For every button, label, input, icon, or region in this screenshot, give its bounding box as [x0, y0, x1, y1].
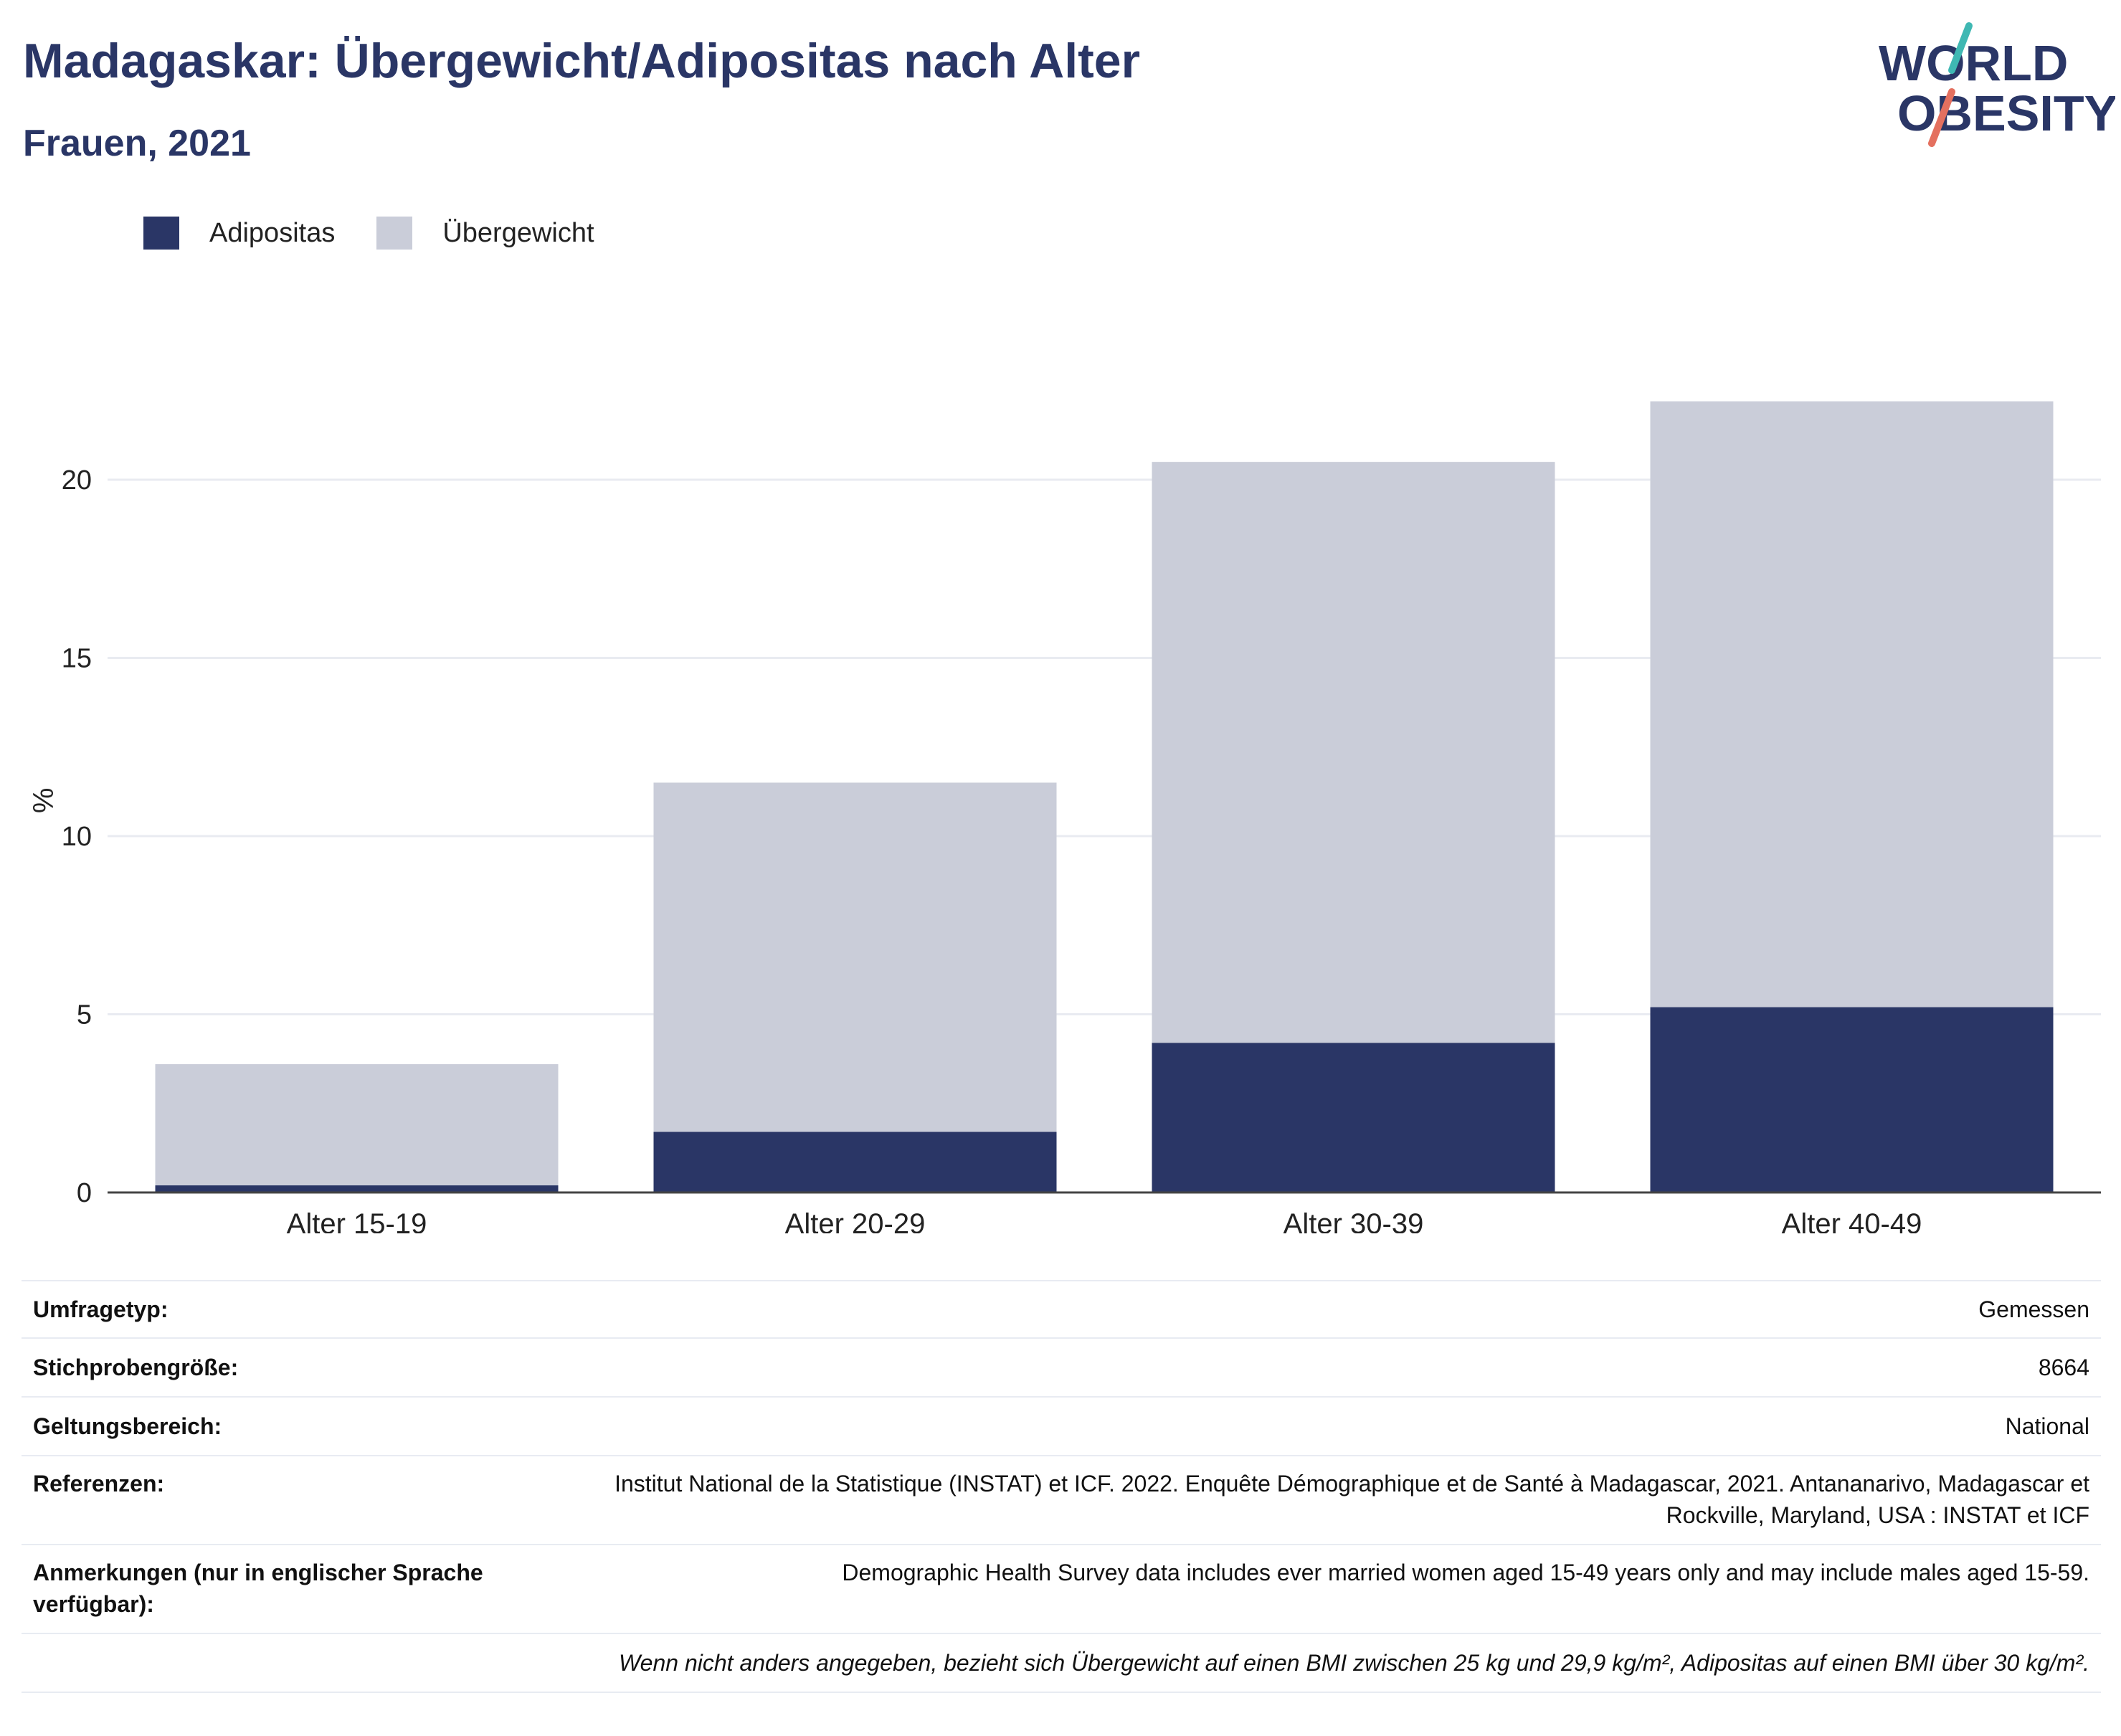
x-tick-label: Alter 30-39	[1283, 1208, 1424, 1233]
y-tick-label: 15	[62, 644, 92, 674]
meta-row-scope: Geltungsbereich: National	[22, 1398, 2101, 1456]
chart-title: Madagaskar: Übergewicht/Adipositas nach …	[23, 34, 1141, 88]
y-tick-label: 5	[77, 1000, 92, 1030]
logo-slash-lower	[1928, 88, 1955, 147]
meta-row-references: Referenzen: Institut National de la Stat…	[22, 1456, 2101, 1545]
meta-value-survey-type: Gemessen	[1978, 1296, 2089, 1322]
bar-bergewicht	[653, 782, 1057, 1132]
world-obesity-logo: WORLD OBESITY	[1879, 22, 2115, 147]
chart-subtitle: Frauen, 2021	[23, 123, 251, 164]
meta-row-survey-type: Umfragetyp: Gemessen	[22, 1280, 2101, 1339]
meta-label-survey-type: Umfragetyp:	[33, 1296, 169, 1322]
y-tick-label: 10	[62, 822, 92, 852]
meta-label-sample-size: Stichprobengröße:	[33, 1355, 239, 1380]
legend-item-uebergewicht: Übergewicht	[376, 217, 594, 250]
meta-row-sample-size: Stichprobengröße: 8664	[22, 1339, 2101, 1398]
meta-row-footnote: Wenn nicht anders angegeben, bezieht sic…	[22, 1634, 2101, 1693]
meta-value-references: Institut National de la Statistique (INS…	[615, 1471, 2089, 1528]
bar-bergewicht	[1650, 401, 2054, 1007]
logo-text-obesity: OBESITY	[1897, 85, 2115, 141]
y-tick-label: 0	[77, 1178, 92, 1208]
logo-text-world: WORLD	[1879, 35, 2068, 91]
bar-bergewicht	[155, 1064, 559, 1186]
bar-adipositas	[653, 1132, 1057, 1192]
bar-adipositas	[1650, 1007, 2054, 1192]
meta-label-references: Referenzen:	[33, 1471, 165, 1497]
meta-footnote: Wenn nicht anders angegeben, bezieht sic…	[619, 1650, 2089, 1676]
chart-legend: Adipositas Übergewicht	[143, 215, 636, 251]
bar-chart: 0 5 10 15 20% Alter 15-19 Alter 20-29 Alter 30-…	[28, 401, 2101, 1233]
meta-value-notes: Demographic Health Survey data includes …	[842, 1560, 2089, 1585]
x-tick-label: Alter 20-29	[785, 1208, 926, 1233]
legend-item-adipositas: Adipositas	[143, 217, 335, 250]
legend-swatch-adipositas	[143, 217, 179, 250]
meta-label-scope: Geltungsbereich:	[33, 1413, 222, 1439]
y-axis-label: %	[28, 788, 60, 814]
legend-label-uebergewicht: Übergewicht	[442, 217, 594, 248]
meta-value-sample-size: 8664	[2038, 1355, 2089, 1380]
meta-value-scope: National	[2005, 1413, 2089, 1439]
x-tick-label: Alter 40-49	[1782, 1208, 1922, 1233]
y-tick-label: 20	[62, 465, 92, 495]
logo-slash-upper	[1948, 22, 1973, 74]
legend-swatch-uebergewicht	[376, 217, 413, 250]
bar-bergewicht	[1152, 462, 1555, 1043]
x-tick-label: Alter 15-19	[287, 1208, 427, 1233]
meta-row-notes: Anmerkungen (nur in englischer Sprache v…	[22, 1545, 2101, 1634]
bar-adipositas	[155, 1185, 559, 1192]
legend-label-adipositas: Adipositas	[209, 217, 336, 248]
metadata-table: Umfragetyp: Gemessen Stichprobengröße: 8…	[22, 1280, 2101, 1693]
meta-label-notes: Anmerkungen (nur in englischer Sprache v…	[33, 1560, 483, 1617]
bar-adipositas	[1152, 1043, 1555, 1192]
